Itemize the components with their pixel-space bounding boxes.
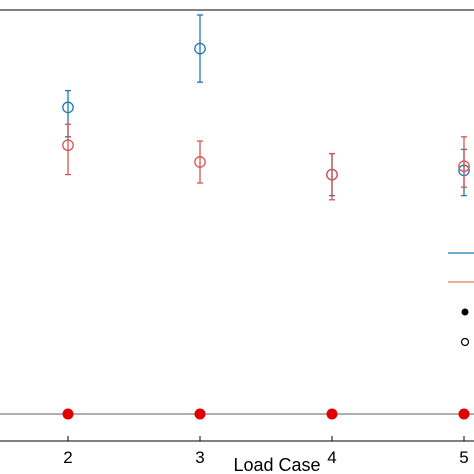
data-point [194,156,206,168]
x-tick-label: 2 [63,448,72,467]
data-point-filled [326,408,338,420]
data-marks [62,14,470,420]
data-point [194,42,206,55]
data-point [458,160,470,173]
data-point [62,101,74,114]
data-point-filled [62,408,74,420]
data-point-filled [194,408,206,420]
legend-open-marker [460,337,470,347]
x-ticks: 2 3 4 5 [63,436,469,467]
legend-filled-marker [461,308,469,316]
data-point [326,168,338,181]
x-tick-label: 3 [195,448,204,467]
x-tick-label: 5 [459,448,468,467]
data-point [62,139,74,152]
data-point-filled [458,408,470,420]
x-tick-label: 4 [327,448,336,467]
legend [448,252,474,347]
x-axis-title: Load Case [233,455,320,474]
